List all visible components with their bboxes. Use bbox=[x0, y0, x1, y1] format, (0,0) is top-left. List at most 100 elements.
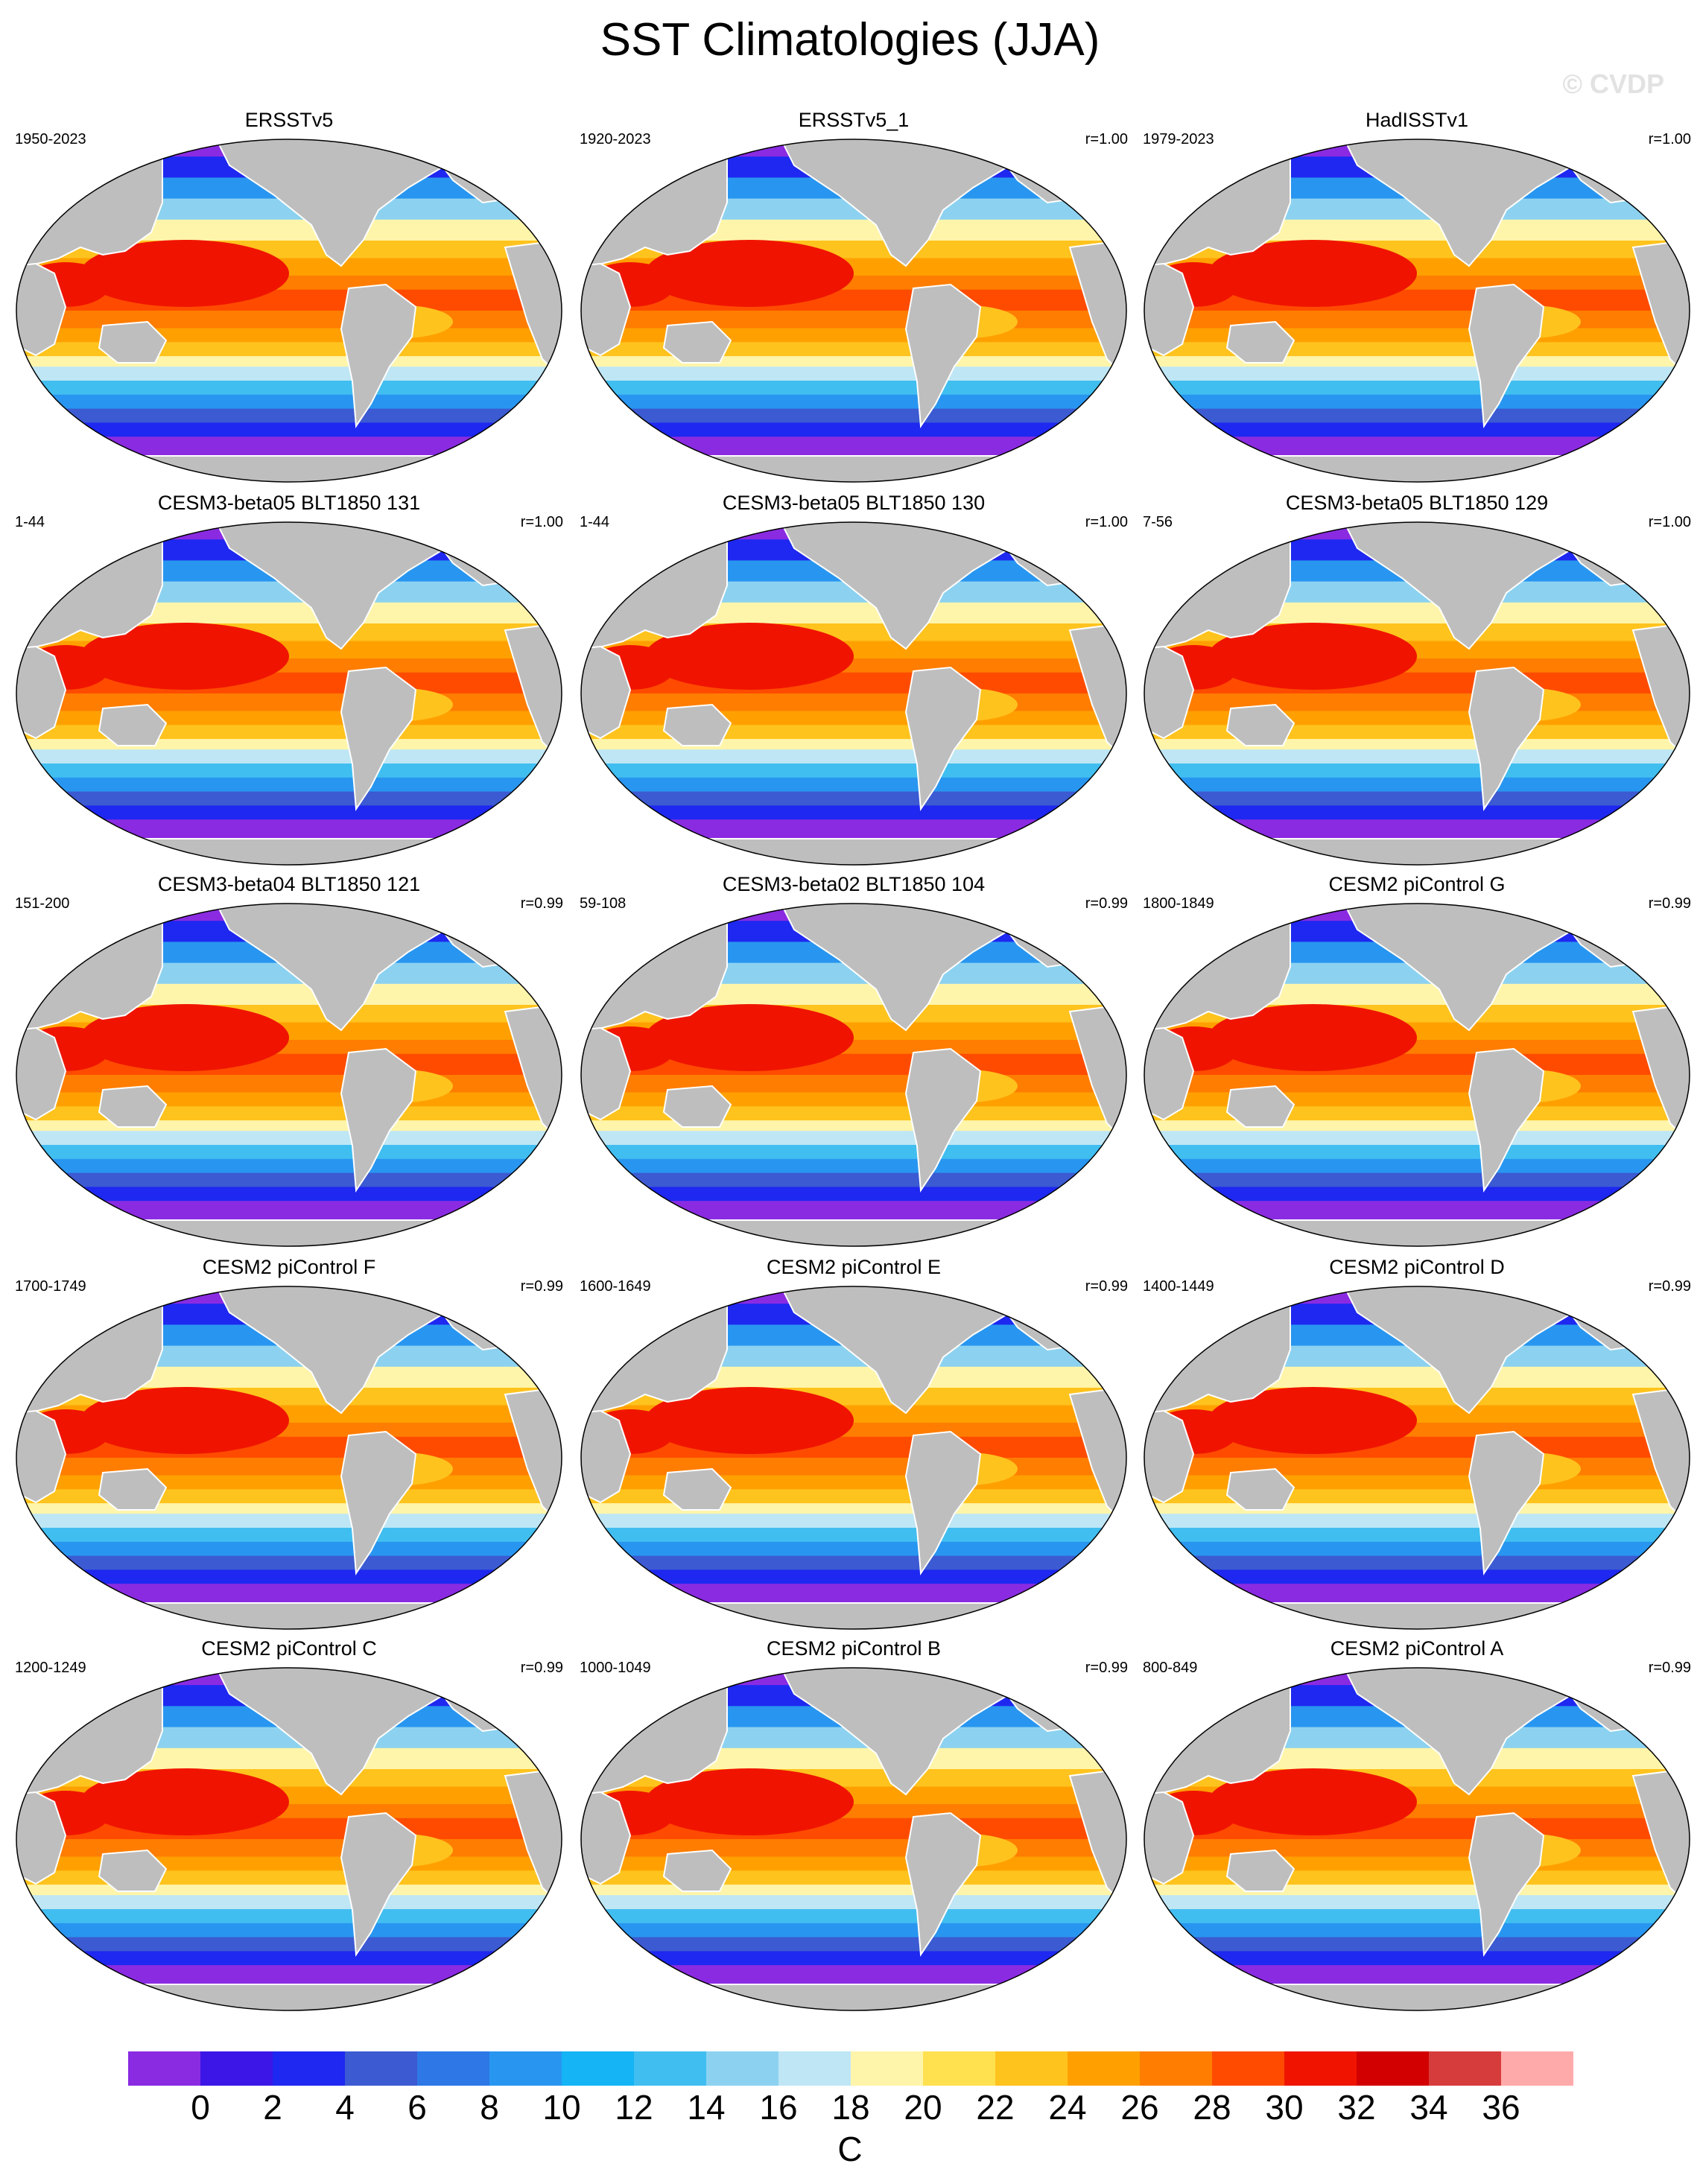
sst-band bbox=[581, 1131, 1126, 1146]
map-border bbox=[1144, 1667, 1690, 2011]
map-border bbox=[16, 1286, 562, 1630]
sst-band bbox=[1144, 1870, 1690, 1886]
sst-band bbox=[581, 422, 1126, 438]
colorbar-tick-label: 0 bbox=[191, 2088, 210, 2127]
sst-band bbox=[581, 1075, 1126, 1093]
sst-band bbox=[16, 749, 562, 764]
land-antarctica bbox=[16, 838, 562, 865]
panel-pattern-correlation: r=0.99 bbox=[520, 895, 563, 912]
sst-band bbox=[581, 1503, 1126, 1515]
panel-pattern-correlation: r=1.00 bbox=[1648, 514, 1691, 530]
panel-years: 1600-1649 bbox=[580, 1278, 651, 1295]
colorbar-tick-label: 18 bbox=[831, 2088, 870, 2127]
sst-band bbox=[16, 1503, 562, 1515]
sst-band bbox=[1144, 1187, 1690, 1202]
sst-band bbox=[16, 1172, 562, 1188]
sst-map bbox=[1144, 1667, 1690, 2011]
sst-band bbox=[581, 1514, 1126, 1529]
sst-band bbox=[1144, 311, 1690, 329]
colorbar-swatch bbox=[200, 2051, 273, 2086]
colorbar-units-label: C bbox=[837, 2130, 863, 2168]
sst-band bbox=[581, 1937, 1126, 1952]
colorbar-swatch bbox=[1068, 2051, 1141, 2086]
colorbar-tick-label: 26 bbox=[1120, 2088, 1159, 2127]
cvdp-watermark: © CVDP bbox=[1562, 69, 1664, 99]
colorbar-tick-label: 30 bbox=[1265, 2088, 1304, 2127]
land-south-america bbox=[340, 1430, 417, 1575]
warm-pool bbox=[80, 623, 289, 690]
sst-band bbox=[581, 1541, 1126, 1557]
land-south-america bbox=[904, 1047, 982, 1193]
sst-band bbox=[581, 749, 1126, 764]
warm-pool bbox=[1208, 1387, 1417, 1454]
colorbar-tick-label: 32 bbox=[1337, 2088, 1376, 2127]
colorbar-swatch bbox=[562, 2051, 635, 2086]
colorbar-tick-label: 4 bbox=[335, 2088, 355, 2127]
colorbar-swatch bbox=[345, 2051, 418, 2086]
panel-years: 151-200 bbox=[15, 895, 70, 912]
sst-band bbox=[16, 1909, 562, 1924]
land-antarctica bbox=[581, 1984, 1126, 2010]
land-south-america bbox=[1468, 1047, 1545, 1193]
warm-pool bbox=[80, 1768, 289, 1835]
colorbar bbox=[128, 2051, 1573, 2086]
panel-title: CESM3-beta02 BLT1850 104 bbox=[722, 873, 986, 895]
panel-pattern-correlation: r=0.99 bbox=[1648, 895, 1691, 912]
panel-years: 1-44 bbox=[580, 514, 610, 530]
colorbar-tick-label: 16 bbox=[759, 2088, 798, 2127]
warm-pool bbox=[645, 240, 854, 307]
panel-title: HadISSTv1 bbox=[1365, 109, 1469, 131]
sst-band bbox=[1144, 356, 1690, 368]
colorbar-swatch bbox=[417, 2051, 490, 2086]
sst-map bbox=[580, 1286, 1127, 1630]
sst-band bbox=[581, 1187, 1126, 1202]
warm-pool bbox=[1208, 1004, 1417, 1071]
colorbar-tick-label: 20 bbox=[904, 2088, 942, 2127]
land-australia bbox=[662, 703, 732, 746]
panel-pattern-correlation: r=1.00 bbox=[1085, 131, 1128, 147]
sst-band bbox=[16, 1106, 562, 1122]
panel-years: 7-56 bbox=[1143, 514, 1173, 530]
sst-map bbox=[580, 903, 1127, 1247]
sst-band bbox=[16, 1951, 562, 1966]
sst-band bbox=[16, 791, 562, 807]
colorbar-tick-label: 22 bbox=[976, 2088, 1015, 2127]
map-border bbox=[16, 903, 562, 1247]
colorbar-swatch bbox=[1140, 2051, 1213, 2086]
colorbar-tick-label: 8 bbox=[480, 2088, 499, 2127]
colorbar-swatch bbox=[1357, 2051, 1430, 2086]
sst-band bbox=[16, 711, 562, 726]
sst-band bbox=[581, 1158, 1126, 1174]
sst-band bbox=[581, 1909, 1126, 1924]
sst-map bbox=[580, 521, 1127, 866]
map-panel: CESM3-beta02 BLT1850 104 59-108 r=0.99 bbox=[578, 873, 1129, 1253]
land-australia bbox=[98, 1467, 168, 1511]
land-australia bbox=[1225, 320, 1295, 364]
sst-band bbox=[1144, 1131, 1690, 1146]
sst-band bbox=[581, 1870, 1126, 1886]
land-australia bbox=[662, 1849, 732, 1892]
sst-band bbox=[581, 356, 1126, 368]
sst-band bbox=[16, 1937, 562, 1952]
sst-band bbox=[581, 366, 1126, 381]
colorbar-tick-label: 14 bbox=[687, 2088, 726, 2127]
warm-pool bbox=[1208, 240, 1417, 307]
map-panel: CESM2 piControl G 1800-1849 r=0.99 bbox=[1141, 873, 1693, 1253]
panel-title: ERSSTv5_1 bbox=[798, 109, 910, 131]
warm-pool bbox=[1208, 623, 1417, 690]
map-panel: CESM3-beta04 BLT1850 121 151-200 r=0.99 bbox=[13, 873, 565, 1253]
colorbar-tick-label: 10 bbox=[542, 2088, 581, 2127]
sst-band bbox=[16, 356, 562, 368]
warm-pool bbox=[645, 623, 854, 690]
map-panel: CESM3-beta05 BLT1850 129 7-56 r=1.00 bbox=[1141, 492, 1693, 872]
land-antarctica bbox=[581, 838, 1126, 865]
sst-band bbox=[1144, 1856, 1690, 1872]
sst-band bbox=[1144, 422, 1690, 438]
sst-band bbox=[1144, 1106, 1690, 1122]
warm-pool bbox=[80, 1387, 289, 1454]
sst-band bbox=[1144, 791, 1690, 807]
sst-band bbox=[581, 1951, 1126, 1966]
sst-band bbox=[1144, 739, 1690, 751]
sst-band bbox=[16, 1895, 562, 1910]
sst-map bbox=[16, 139, 562, 483]
